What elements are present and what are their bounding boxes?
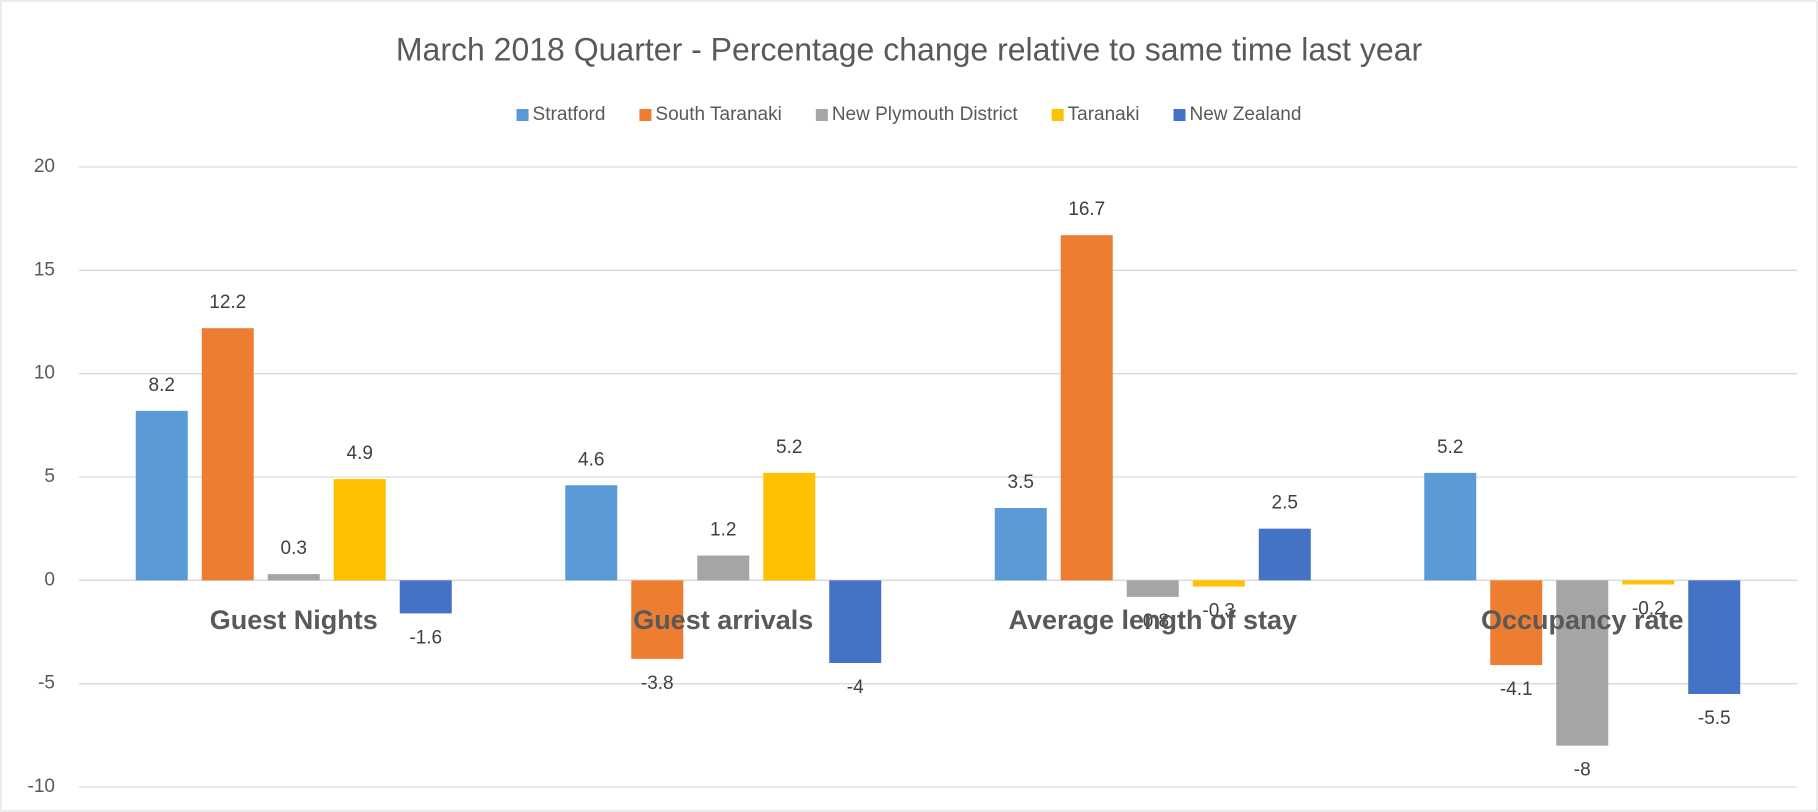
data-label: -0.2 [1632, 598, 1665, 619]
data-label: 1.2 [710, 520, 736, 541]
y-tick-label: -5 [38, 673, 55, 694]
data-label: 5.2 [776, 437, 802, 458]
bar [631, 580, 684, 659]
legend-swatch [815, 109, 828, 121]
y-tick-label: 10 [34, 363, 55, 384]
legend-swatch [639, 109, 652, 121]
data-label: 8.2 [149, 375, 175, 396]
data-label: -0.3 [1202, 601, 1235, 622]
data-label: 16.7 [1068, 199, 1105, 220]
bar [829, 580, 882, 663]
legend-label: New Plymouth District [832, 104, 1019, 125]
legend-label: Stratford [533, 104, 606, 125]
data-label: 4.6 [578, 449, 604, 470]
legend-swatch [1051, 109, 1064, 121]
bar [1622, 580, 1675, 585]
data-label: 5.2 [1437, 437, 1463, 458]
y-tick-label: 5 [44, 466, 55, 487]
bar [1424, 472, 1477, 581]
y-tick-label: 20 [34, 156, 55, 177]
bar [994, 508, 1047, 581]
legend-swatch [516, 109, 529, 121]
data-label: -1.6 [409, 627, 442, 648]
legend-label: New Zealand [1189, 104, 1301, 125]
bar [135, 410, 188, 581]
x-tick-label: Guest Nights [210, 605, 378, 635]
bar [1688, 580, 1741, 694]
legend-label: South Taranaki [655, 104, 781, 125]
legend-label: Taranaki [1068, 104, 1140, 125]
data-label: 3.5 [1008, 472, 1034, 493]
data-label: 0.3 [281, 538, 307, 559]
chart-title: March 2018 Quarter - Percentage change r… [396, 31, 1423, 67]
data-label: -4 [847, 677, 864, 698]
y-tick-label: 15 [34, 259, 55, 280]
bar [763, 472, 816, 581]
bar [1060, 235, 1113, 581]
bar [1126, 580, 1179, 597]
bar [201, 328, 254, 581]
x-tick-label: Guest arrivals [633, 605, 813, 635]
data-label: 4.9 [347, 443, 373, 464]
bar [1490, 580, 1543, 666]
bar [565, 485, 618, 581]
x-tick-label: Average length of stay [1008, 605, 1297, 635]
y-tick-label: -10 [28, 776, 55, 797]
data-label: -0.8 [1136, 611, 1169, 632]
data-label: -3.8 [641, 673, 674, 694]
bar [697, 555, 750, 581]
data-label: -4.1 [1500, 679, 1533, 700]
y-tick-label: 0 [44, 569, 55, 590]
bar [399, 580, 452, 614]
bar [1258, 528, 1311, 581]
bar [1192, 580, 1245, 587]
legend-swatch [1173, 109, 1186, 121]
data-label: 2.5 [1272, 493, 1298, 514]
bar [267, 574, 320, 581]
data-label: -5.5 [1698, 708, 1731, 729]
x-tick-label: Occupancy rate [1481, 605, 1684, 635]
data-label: -8 [1574, 760, 1591, 781]
bar [1556, 580, 1609, 746]
data-label: 12.2 [209, 292, 246, 313]
bar [333, 479, 386, 581]
